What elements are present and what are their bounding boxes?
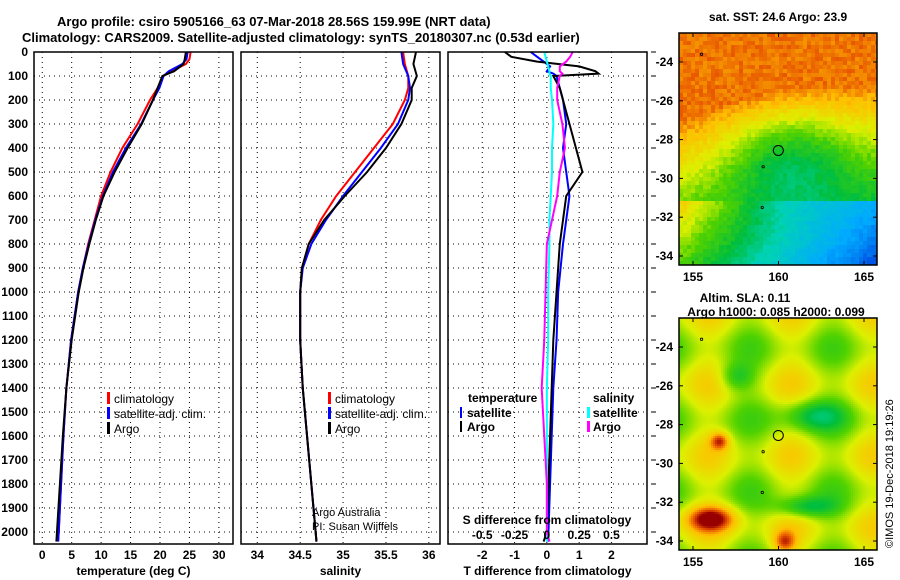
x-tick-label: -2 [477,548,488,562]
series-temperature-argo [504,51,602,542]
depth-tick-label: 900 [8,261,28,275]
legend-swatch [587,421,590,432]
x-tick-label: 10 [94,548,108,562]
depth-tick-label: 2000 [1,525,28,539]
x-tick-label: 34.5 [289,548,313,562]
x-axis-label: temperature (deg C) [76,564,190,578]
depth-tick-label: 1800 [1,477,28,491]
x-tick-label: -1 [509,548,520,562]
legend-label: satellite-adj. clim. [114,407,206,421]
series-satellite-adj-clim- [299,51,411,542]
x-tick-label: 35.5 [374,548,398,562]
depth-tick-label: 1000 [1,285,28,299]
legend-swatch [107,392,110,404]
x-tick-label: 34 [251,548,265,562]
legend-label: Argo [114,422,140,436]
sla-map-title1: Altim. SLA: 0.11 [700,291,791,305]
title-line1: Argo profile: csiro 5905166_63 07-Mar-20… [57,14,491,29]
x-tick-label: 35 [336,548,350,562]
series-argo [299,51,418,542]
x-tick-label: 0 [39,548,46,562]
legend-swatch [107,422,110,434]
x-axis-label: salinity [320,564,362,578]
x2-tick-label: 0 [544,528,551,542]
x-tick-label: 15 [124,548,138,562]
x-tick-label: 0 [544,548,551,562]
x-tick-label: 25 [183,548,197,562]
x-tick-label: 1 [576,548,583,562]
legend-swatch [460,407,462,418]
depth-tick-label: 500 [8,165,28,179]
depth-tick-label: 1700 [1,453,28,467]
legend-title: salinity [593,391,635,405]
sla-map [679,318,877,550]
depth-tick-label: 1100 [2,309,28,323]
depth-tick-label: 1400 [1,381,28,395]
depth-tick-label: 1900 [1,501,28,515]
sst-map-title: sat. SST: 24.6 Argo: 23.9 [709,10,848,24]
depth-tick-label: 1200 [1,333,28,347]
legend-label: satellite [593,406,638,420]
series-salinity-satellite [543,51,555,542]
legend-swatch [328,392,331,404]
legend-label: climatology [114,392,174,406]
panel-temperature: 0100200300400500600700800900100011001200… [1,45,234,578]
legend-label: Argo [335,422,361,436]
depth-tick-label: 700 [8,213,28,227]
legend-title: temperature [468,391,538,405]
legend-swatch [587,407,590,418]
legend-label: Argo [467,420,495,434]
legend-label: satellite-adj. clim. [335,407,427,421]
depth-tick-label: 1300 [1,357,28,371]
depth-tick-label: 600 [8,189,28,203]
timestamp: ©IMOS 19-Dec-2018 19:19:26 [884,399,896,548]
legend-swatch [460,421,462,432]
x2-tick-label: -0.5 [472,528,493,542]
sst-map [679,33,877,265]
x-axis-label: T difference from climatology [463,564,631,578]
series-salinity-argo [540,51,574,542]
series-climatology [299,51,410,542]
depth-tick-label: 1600 [1,429,28,443]
legend-label: satellite [467,406,512,420]
title-line2: Climatology: CARS2009. Satellite-adjuste… [22,30,580,45]
panel-salinity: 34 34.5 35 35.5 36 salinity climatologysatelli… [240,51,441,578]
x2-tick-label: 0.25 [567,528,591,542]
legend-swatch [328,407,331,419]
x2-tick-label: 0.5 [603,528,620,542]
legend-label: Argo [593,420,621,434]
depth-tick-label: 400 [8,141,28,155]
depth-tick-label: 1500 [1,405,28,419]
depth-tick-label: 800 [8,237,28,251]
depth-tick-label: 200 [8,93,28,107]
annotation: PI: Susan Wijffels [312,521,398,533]
depth-tick-label: 0 [21,45,28,59]
legend-swatch [107,407,110,419]
x-tick-label: 5 [68,548,75,562]
x-tick-label: 2 [608,548,615,562]
depth-tick-label: 100 [8,69,28,83]
legend-label: climatology [335,392,395,406]
plot-frame [240,51,441,545]
x-tick-label: 30 [212,548,226,562]
series-argo [55,51,187,542]
panel-difference: -2 -1 0 1 2 T difference from climatology temp… [447,51,656,578]
x-tick-label: 36 [422,548,436,562]
x2-tick-label: -0.25 [501,528,529,542]
x-tick-label: 20 [153,548,167,562]
legend-swatch [328,422,331,434]
x-axis-label-salinity: S difference from climatology [463,513,632,527]
plot-frame [33,51,234,545]
depth-tick-label: 300 [8,117,28,131]
series-temperature-satellite [530,51,571,542]
sla-map-title2: Argo h1000: 0.085 h2000: 0.099 [687,305,865,319]
plot-frame [447,51,648,545]
annotation: Argo Australia [312,507,381,519]
